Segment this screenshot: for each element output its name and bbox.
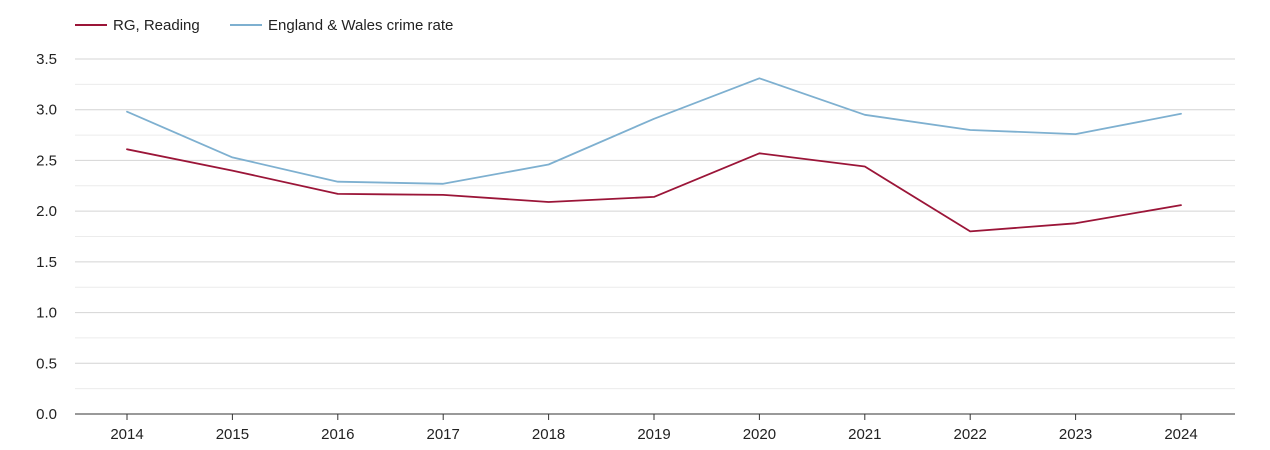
legend-label: RG, Reading (113, 17, 200, 34)
x-tick-label: 2020 (743, 426, 776, 443)
x-tick-label: 2016 (321, 426, 354, 443)
chart-series (126, 77, 1182, 233)
x-tick-label: 2023 (1059, 426, 1092, 443)
series-line-1 (126, 77, 1182, 185)
legend-label: England & Wales crime rate (268, 17, 453, 34)
y-tick-label: 0.0 (36, 406, 57, 423)
y-tick-label: 1.0 (36, 305, 57, 322)
x-tick-label: 2022 (954, 426, 987, 443)
x-tick-label: 2017 (427, 426, 460, 443)
y-tick-label: 3.5 (36, 51, 57, 68)
y-axis: 0.0 0.5 1.0 1.5 2.0 2.5 3.0 3.5 (36, 51, 57, 423)
x-tick-label: 2014 (110, 426, 143, 443)
y-tick-label: 3.0 (36, 102, 57, 119)
x-tick-label: 2015 (216, 426, 249, 443)
x-tick-label: 2018 (532, 426, 565, 443)
x-tick-label: 2024 (1164, 426, 1197, 443)
y-tick-label: 1.5 (36, 254, 57, 271)
chart-gridlines (75, 58, 1235, 390)
x-axis: 2014 2015 2016 2017 2018 2019 2020 2021 2022 2023… (75, 413, 1235, 443)
x-tick-label: 2019 (637, 426, 670, 443)
chart-legend: RG, Reading England & Wales crime rate (75, 17, 453, 34)
y-tick-label: 0.5 (36, 355, 57, 372)
series-line-0 (126, 148, 1182, 233)
y-tick-label: 2.0 (36, 203, 57, 220)
x-tick-label: 2021 (848, 426, 881, 443)
y-tick-label: 2.5 (36, 152, 57, 169)
